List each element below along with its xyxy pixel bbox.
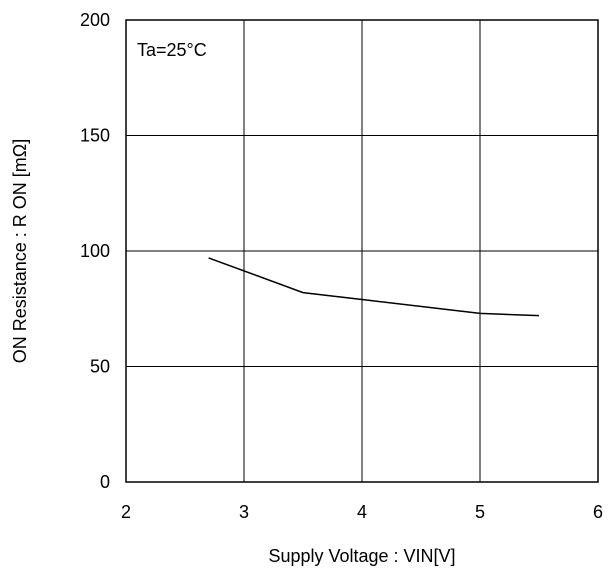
y-axis-label: ON Resistance : R ON [mΩ] (10, 139, 30, 364)
y-tick-label: 50 (90, 357, 110, 377)
y-tick-label: 200 (80, 10, 110, 30)
y-tick-label: 100 (80, 241, 110, 261)
y-tick-label: 150 (80, 126, 110, 146)
series-layer (208, 257, 540, 317)
grid (125, 19, 599, 483)
x-tick-label: 3 (239, 502, 249, 522)
x-tick-label: 5 (475, 502, 485, 522)
x-tick-label: 4 (357, 502, 367, 522)
y-tick-label: 0 (100, 472, 110, 492)
x-tick-label: 6 (593, 502, 603, 522)
x-tick-labels: 2 3 4 5 6 (121, 502, 603, 522)
temperature-annotation: Ta=25°C (137, 40, 207, 60)
plot-frame (125, 19, 599, 483)
series-line-1 (208, 257, 540, 317)
x-tick-label: 2 (121, 502, 131, 522)
x-axis-label: Supply Voltage : VIN[V] (268, 546, 455, 566)
y-tick-labels: 0 50 100 150 200 (80, 10, 110, 492)
